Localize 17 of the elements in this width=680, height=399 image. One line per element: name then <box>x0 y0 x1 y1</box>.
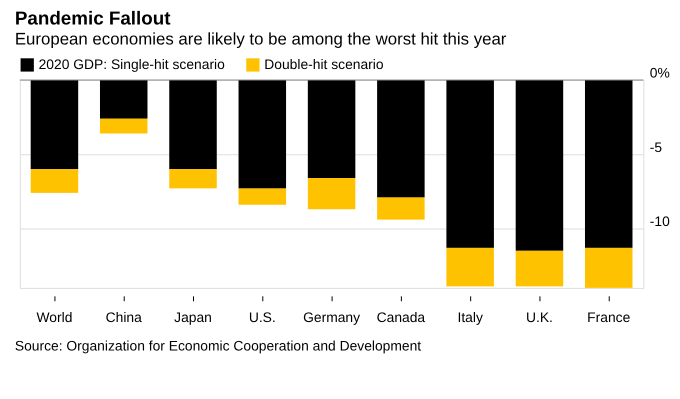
legend-label: Double-hit scenario <box>264 56 384 72</box>
x-tick-label: Germany <box>303 309 360 326</box>
y-tick-label: -10 <box>650 213 670 230</box>
chart-subtitle: European economies are likely to be among the worst hit this year <box>14 29 507 48</box>
x-tick-label: China <box>106 309 142 326</box>
x-tick-label: World <box>36 309 72 326</box>
x-tick-label: Canada <box>376 309 426 326</box>
x-tick-label: U.K. <box>526 309 553 326</box>
x-tick-label: U.S. <box>248 309 276 326</box>
x-tick-label: Italy <box>457 309 483 326</box>
legend-label: 2020 GDP: Single-hit scenario <box>38 56 226 72</box>
y-tick-label: -5 <box>650 138 662 155</box>
x-tick-label: Japan <box>174 309 212 326</box>
x-tick-label: France <box>587 309 631 326</box>
source-note: Source: Organization for Economic Cooperation and Development <box>14 337 422 354</box>
chart-title: Pandemic Fallout <box>14 8 172 29</box>
y-tick-label: 0% <box>650 64 670 81</box>
